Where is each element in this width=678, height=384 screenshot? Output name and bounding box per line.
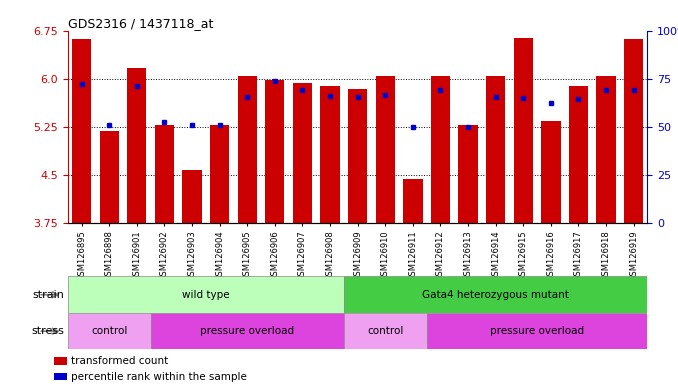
Text: control: control xyxy=(91,326,127,336)
Bar xyxy=(597,76,616,223)
Text: pressure overload: pressure overload xyxy=(200,326,294,336)
Bar xyxy=(265,80,285,223)
Bar xyxy=(72,39,92,223)
Bar xyxy=(458,126,478,223)
Bar xyxy=(182,170,201,223)
Text: pressure overload: pressure overload xyxy=(490,326,584,336)
Bar xyxy=(624,39,643,223)
Bar xyxy=(431,76,450,223)
Text: Gata4 heterozygous mutant: Gata4 heterozygous mutant xyxy=(422,290,569,300)
Bar xyxy=(237,76,257,223)
Bar xyxy=(348,89,367,223)
Text: control: control xyxy=(367,326,403,336)
Bar xyxy=(293,83,312,223)
Bar xyxy=(68,313,151,349)
Bar xyxy=(569,86,588,223)
Bar xyxy=(54,372,67,381)
Text: GDS2316 / 1437118_at: GDS2316 / 1437118_at xyxy=(68,17,213,30)
Bar xyxy=(151,313,344,349)
Text: stress: stress xyxy=(32,326,64,336)
Bar xyxy=(541,121,561,223)
Bar xyxy=(344,276,647,313)
Text: percentile rank within the sample: percentile rank within the sample xyxy=(71,372,247,382)
Bar xyxy=(100,131,119,223)
Text: transformed count: transformed count xyxy=(71,356,168,366)
Bar xyxy=(486,76,505,223)
Bar xyxy=(376,76,395,223)
Bar xyxy=(426,313,647,349)
Bar xyxy=(54,357,67,365)
Bar xyxy=(514,38,533,223)
Bar xyxy=(210,125,229,223)
Text: strain: strain xyxy=(33,290,64,300)
Bar xyxy=(155,126,174,223)
Bar xyxy=(344,313,426,349)
Bar xyxy=(403,179,422,223)
Text: wild type: wild type xyxy=(182,290,230,300)
Bar xyxy=(68,276,344,313)
Bar xyxy=(321,86,340,223)
Bar xyxy=(127,68,146,223)
